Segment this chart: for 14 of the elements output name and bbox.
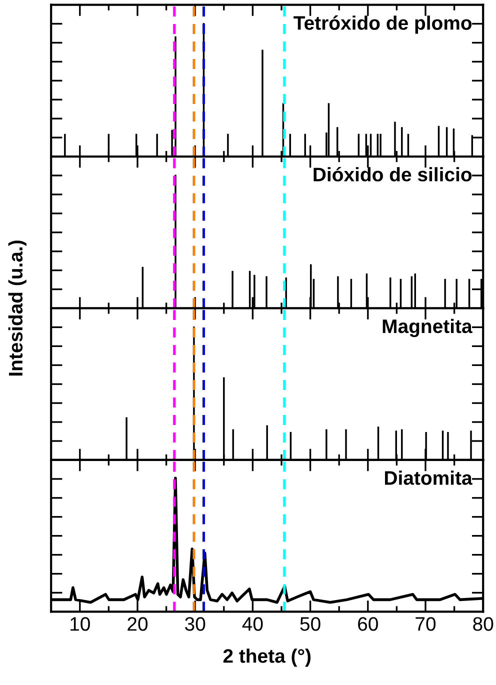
x-tick-label: 40 xyxy=(242,617,263,631)
chart-title: Magnetita xyxy=(382,318,472,338)
y-axis-title: Intesidad (u.a.) xyxy=(8,240,26,376)
x-tick-label: 30 xyxy=(185,617,206,631)
chart-title: Tetróxido de plomo xyxy=(294,15,472,34)
x-tick-label: 70 xyxy=(416,617,436,631)
chart-title: Dióxido de silicio xyxy=(314,166,472,182)
chart-title: Diatomita xyxy=(385,470,472,485)
x-axis-title: 2 theta (°) xyxy=(223,648,311,667)
x-tick-label: 80 xyxy=(473,617,494,631)
x-tick-label: 60 xyxy=(358,617,378,631)
x-tick-label: 10 xyxy=(70,617,90,631)
x-tick-label: 50 xyxy=(300,617,320,631)
x-tick-label: 20 xyxy=(128,617,148,631)
